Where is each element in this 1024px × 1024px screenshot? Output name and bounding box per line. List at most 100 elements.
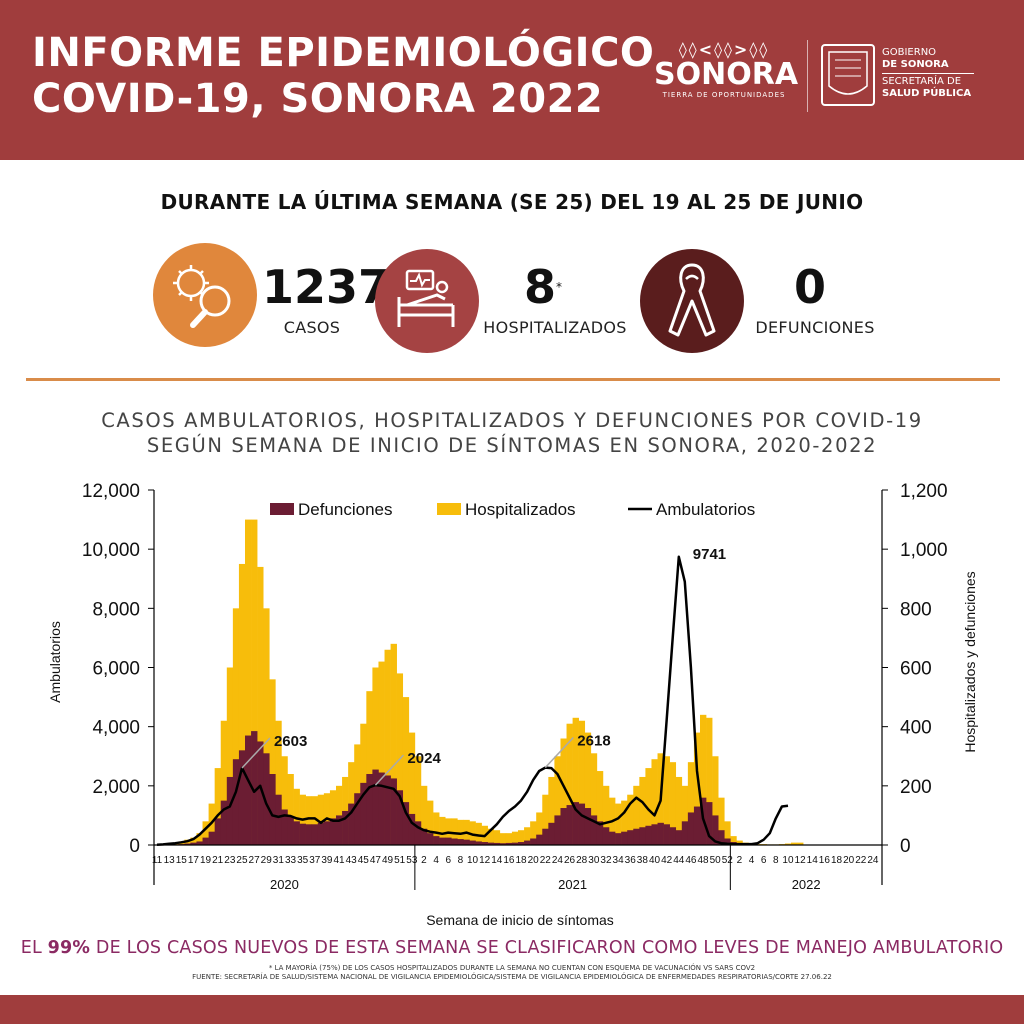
x-tick-label: 18: [831, 855, 843, 866]
cases-value: 1237: [262, 260, 391, 314]
bar-defunciones: [548, 822, 555, 845]
title-line-1: INFORME EPIDEMIOLÓGICO: [32, 30, 655, 76]
bar-defunciones: [378, 772, 385, 845]
bar-defunciones: [214, 818, 222, 845]
bar-defunciones: [602, 827, 610, 845]
bar-defunciones: [645, 825, 652, 845]
bar-hospitalizados: [797, 842, 804, 845]
bar-defunciones: [524, 840, 531, 845]
bar-hospitalizados: [427, 800, 434, 845]
bar-hospitalizados: [590, 753, 598, 845]
bar-defunciones: [518, 842, 525, 845]
x-tick-label: 37: [309, 855, 321, 866]
y-tick-label: 0: [129, 836, 140, 857]
government-logo: GOBIERNO DE SONORA SECRETARÍA DE SALUD P…: [882, 47, 974, 100]
x-tick-label: 6: [445, 855, 451, 866]
x-tick-label: 33: [285, 855, 297, 866]
bar-hospitalizados: [554, 756, 561, 845]
deaths-value: 0: [793, 260, 826, 314]
bar-defunciones: [299, 823, 306, 845]
hospitalized-footnote-mark: *: [556, 280, 562, 294]
bar-defunciones: [505, 842, 513, 845]
bar-hospitalizados: [245, 519, 252, 845]
bar-hospitalizados: [724, 821, 731, 845]
bar-hospitalizados: [530, 821, 537, 845]
x-tick-label: 2: [737, 855, 743, 866]
y2-tick-label: 800: [900, 599, 932, 620]
bar-hospitalizados: [414, 756, 422, 845]
x-tick-label: 4: [433, 855, 439, 866]
bar-defunciones: [184, 843, 191, 845]
bar-hospitalizados: [275, 720, 282, 845]
bar-hospitalizados: [505, 833, 513, 845]
x-tick-label: 13: [164, 855, 176, 866]
bar-hospitalizados: [317, 794, 325, 845]
bar-defunciones: [372, 769, 379, 845]
bar-hospitalizados: [348, 762, 355, 845]
bar-defunciones: [281, 809, 288, 845]
bar-hospitalizados: [681, 785, 689, 845]
x-tick-label: 16: [819, 855, 831, 866]
bar-hospitalizados: [238, 563, 246, 845]
y2-axis-label: Hospitalizados y defunciones: [962, 571, 978, 752]
bar-hospitalizados: [493, 830, 501, 845]
cases-circle: [153, 243, 257, 347]
y-tick-label: 8,000: [92, 599, 140, 620]
bar-defunciones: [311, 824, 319, 845]
bar-hospitalizados: [384, 649, 391, 845]
x-tick-label: 42: [661, 855, 673, 866]
sonora-logo-name: SONORA: [654, 57, 799, 92]
annotation-label: 2603: [274, 733, 307, 750]
x-tick-label: 14: [807, 855, 819, 866]
annotation-label: 9741: [693, 546, 726, 563]
bar-defunciones: [596, 821, 604, 845]
bar-defunciones: [560, 808, 567, 845]
x-tick-label: 21: [212, 855, 224, 866]
sonora-logo-tagline: TIERRA DE OPORTUNIDADES: [662, 91, 786, 99]
annotation-label: 2024: [407, 750, 441, 767]
sonora-logo: ◊◊<◊◊>◊◊ SONORA TIERRA DE OPORTUNIDADES: [654, 40, 799, 110]
x-tick-label: 12: [795, 855, 807, 866]
bar-defunciones: [263, 753, 270, 845]
bar-hospitalizados: [560, 738, 567, 845]
bar-defunciones: [675, 830, 683, 845]
y-tick-label: 6,000: [92, 659, 140, 680]
bar-defunciones: [469, 840, 476, 845]
ribbon-icon: [668, 263, 716, 337]
bar-hospitalizados: [791, 842, 798, 845]
bar-hospitalizados: [542, 794, 549, 845]
y-tick-label: 12,000: [82, 481, 140, 502]
annotation-leader: [374, 754, 404, 786]
bar-defunciones: [511, 842, 519, 845]
x-tick-label: 41: [333, 855, 345, 866]
x-tick-label: 20: [843, 855, 855, 866]
x-tick-label: 44: [673, 855, 685, 866]
gov-line-3: SECRETARÍA DE: [882, 76, 962, 87]
bar-defunciones: [275, 794, 282, 845]
note-post: DE LOS CASOS NUEVOS DE ESTA SEMANA SE CL…: [90, 938, 1004, 958]
bar-defunciones: [190, 842, 197, 845]
x-tick-label: 39: [321, 855, 333, 866]
bar-hospitalizados: [566, 723, 573, 845]
bar-hospitalizados: [645, 768, 652, 845]
x-tick-label: 20: [528, 855, 540, 866]
x-tick-label: 47: [370, 855, 382, 866]
bar-defunciones: [390, 778, 397, 845]
bar-defunciones: [669, 827, 677, 845]
bar-defunciones: [202, 837, 209, 845]
bar-defunciones: [220, 800, 228, 845]
bar-defunciones: [396, 790, 404, 845]
bar-defunciones: [530, 838, 537, 845]
bar-hospitalizados: [408, 732, 416, 845]
bar-hospitalizados: [663, 756, 670, 845]
note-pre: EL: [20, 938, 48, 958]
x-tick-label: 10: [467, 855, 479, 866]
bar-hospitalizados: [578, 720, 586, 845]
line-ambulatorios: [156, 555, 789, 846]
x-tick-label: 35: [297, 855, 309, 866]
title-line-2: COVID-19, SONORA 2022: [32, 76, 604, 122]
bar-hospitalizados: [366, 691, 373, 845]
annotation-leader: [241, 737, 271, 769]
bar-hospitalizados: [706, 717, 713, 845]
bar-defunciones: [384, 775, 391, 845]
